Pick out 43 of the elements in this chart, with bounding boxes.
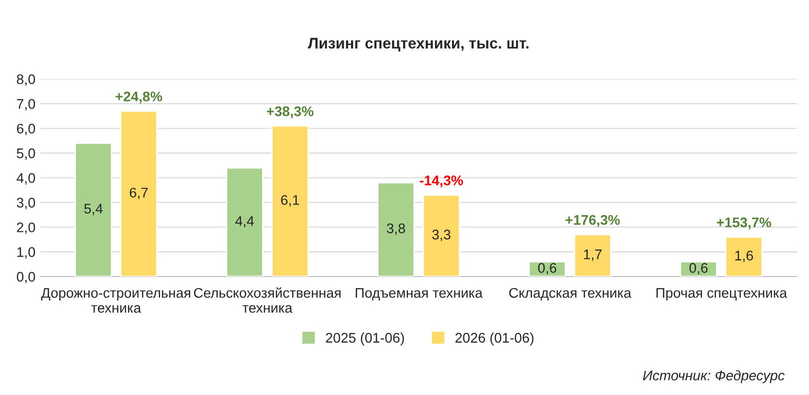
bar [271,125,309,276]
bar [226,167,264,276]
data-label: 3,3 [432,230,450,242]
y-tick-label: 0,0 [16,272,36,284]
x-tick-label: Сельскохозяйственная техника [194,287,341,313]
annotation: +153,7% [716,217,772,230]
bar [422,194,460,276]
y-tick-label: 1,0 [17,247,36,259]
data-label: 5,4 [84,204,103,216]
bar [120,110,158,276]
text: Источник: Федресурс [642,370,785,384]
y-tick-label: 3,0 [16,198,36,210]
x-tick-label: Складская техника [509,288,632,300]
x-tick-label: Дорожно-строительная техника [41,288,190,313]
y-tick-label: 8,0 [16,74,36,86]
y-tick-label: 6,0 [16,124,36,136]
x-tick-label: Подъемная техника [356,288,483,300]
y-tick-label: 2,0 [16,222,36,234]
chart-title: Лизинг спецтехники, тыс. шт. [308,38,528,52]
annotation: +38,3% [266,106,314,118]
data-label: 0,6 [538,262,556,274]
bar [377,182,415,276]
annotation: -14,3% [420,176,463,188]
y-tick-label: 7,0 [16,99,36,110]
data-label: 4,4 [235,216,254,228]
y-tick-label: 5,0 [16,148,36,160]
data-label: 0,6 [689,262,708,274]
annotation: +176,3% [566,215,620,227]
data-label: 1,7 [584,250,602,261]
bar [74,142,112,276]
x-tick-label: Прочая спецтехника [656,288,788,301]
bar [680,260,718,276]
bar [574,234,612,276]
y-tick-label: 4,0 [16,173,36,185]
bar [528,260,566,276]
data-label: 1,6 [735,250,753,262]
legend-label: 2026 (01-06) [455,332,534,346]
annotation: +24,8% [116,92,162,104]
data-label: 3,8 [386,223,406,235]
data-label: 6,1 [281,195,300,207]
bar [725,236,763,276]
legend-label: 2025 (01-06) [326,332,404,346]
data-label: 6,7 [130,188,148,200]
